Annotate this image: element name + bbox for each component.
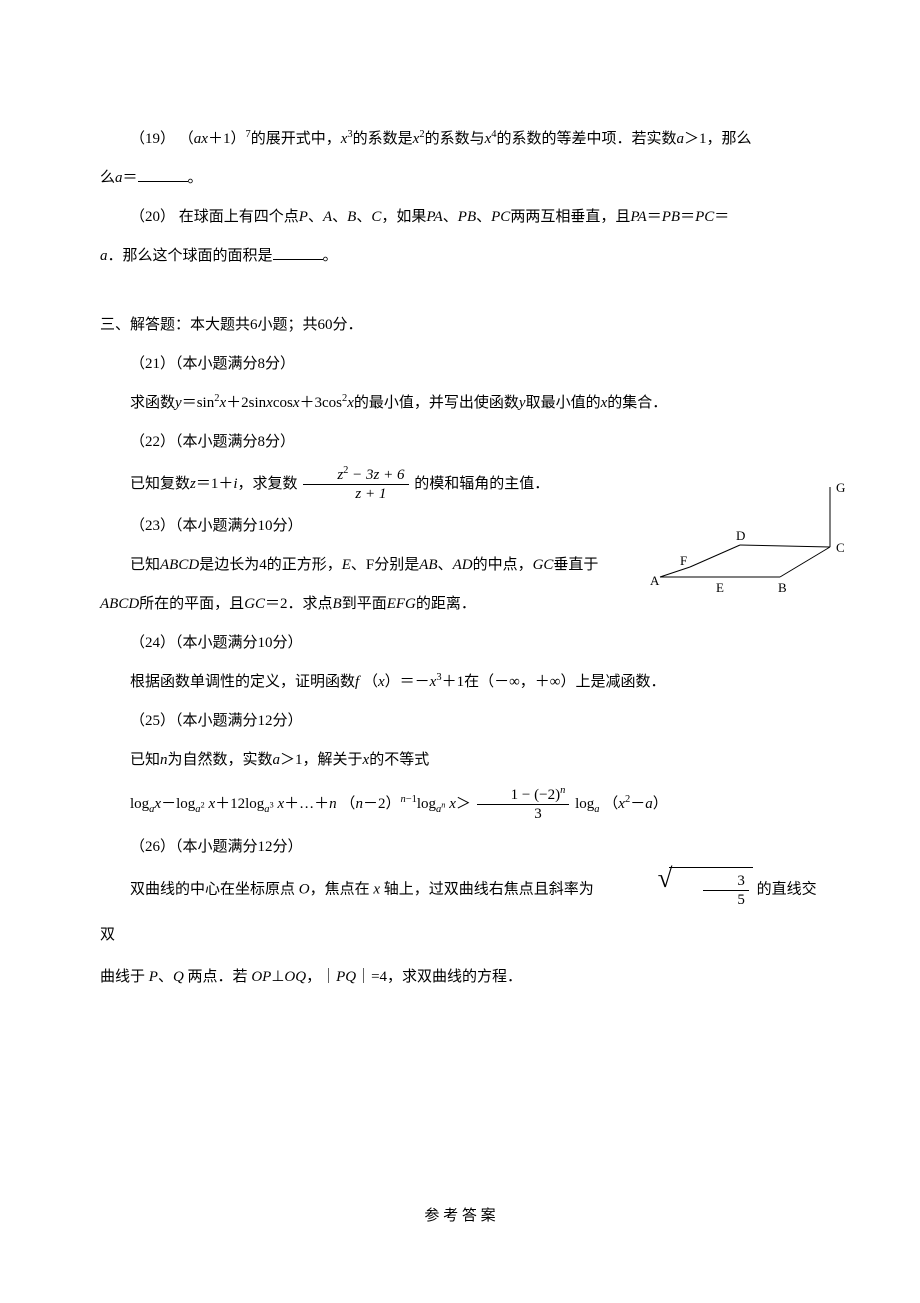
q25-num: （25） <box>130 713 175 729</box>
q22-num: （22） <box>130 434 175 450</box>
svg-text:D: D <box>736 528 745 543</box>
q22-points: （本小题满分8分） <box>175 434 295 450</box>
q23-points: （本小题满分10分） <box>175 518 303 534</box>
question-21-body: 求函数y＝sin2x＋2sinxcosx＋3cos2x的最小值，并写出使函数y取… <box>100 384 820 423</box>
q26-points: （本小题满分12分） <box>175 839 303 855</box>
question-25-body: 已知n为自然数，实数a＞1，解关于x的不等式 <box>100 741 820 780</box>
q21-num: （21） <box>130 356 175 372</box>
question-24-body: 根据函数单调性的定义，证明函数f （x）＝－x3＋1在（－∞，＋∞）上是减函数． <box>100 663 820 702</box>
q22-fraction: z2 − 3z + 6 z + 1 <box>303 466 408 503</box>
question-22-header: （22）（本小题满分8分） <box>100 423 820 462</box>
question-19-line2: 么a＝。 <box>100 159 820 198</box>
svg-text:F: F <box>680 553 687 568</box>
section-3-title: 三、解答题：本大题共6小题；共60分． <box>100 306 820 345</box>
question-19: （19） （ax＋1）7的展开式中，x3的系数是x2的系数与x4的系数的等差中项… <box>100 120 820 159</box>
svg-text:C: C <box>836 540 845 555</box>
question-26-header: （26）（本小题满分12分） <box>100 828 820 867</box>
question-25-header: （25）（本小题满分12分） <box>100 702 820 741</box>
svg-text:G: G <box>836 480 845 495</box>
q21-points: （本小题满分8分） <box>175 356 295 372</box>
q25-points: （本小题满分12分） <box>175 713 303 729</box>
q26-num: （26） <box>130 839 175 855</box>
question-26-line2: 曲线于 P、Q 两点．若 OP⊥OQ，｜PQ｜=4，求双曲线的方程． <box>100 958 820 997</box>
q19-blank <box>138 166 188 183</box>
q26-sqrt: √ 3 5 <box>598 867 753 913</box>
q20-num: （20） <box>130 209 175 225</box>
svg-text:E: E <box>716 580 724 595</box>
question-24-header: （24）（本小题满分10分） <box>100 624 820 663</box>
answer-title: 参 考 答 案 <box>100 1197 820 1236</box>
svg-text:A: A <box>650 573 660 588</box>
question-20-line2: a．那么这个球面的面积是。 <box>100 237 820 276</box>
question-25-formula: logax－loga2 x＋12loga3 x＋…＋n （n－2）n−1loga… <box>100 780 820 828</box>
svg-text:B: B <box>778 580 787 595</box>
question-21-header: （21）（本小题满分8分） <box>100 345 820 384</box>
q23-num: （23） <box>130 518 175 534</box>
question-26-line1: 双曲线的中心在坐标原点 O，焦点在 x 轴上，过双曲线右焦点且斜率为 √ 3 5… <box>100 867 820 958</box>
q20-blank <box>273 244 323 261</box>
q19-num: （19） <box>130 131 175 147</box>
question-20: （20） 在球面上有四个点P、A、B、C，如果PA、PB、PC两两互相垂直，且P… <box>100 198 820 237</box>
q25-fraction: 1 − (−2)n 3 <box>477 786 570 823</box>
q24-points: （本小题满分10分） <box>175 635 303 651</box>
q24-num: （24） <box>130 635 175 651</box>
q23-geometry-figure: A E B C G D F <box>650 477 850 597</box>
